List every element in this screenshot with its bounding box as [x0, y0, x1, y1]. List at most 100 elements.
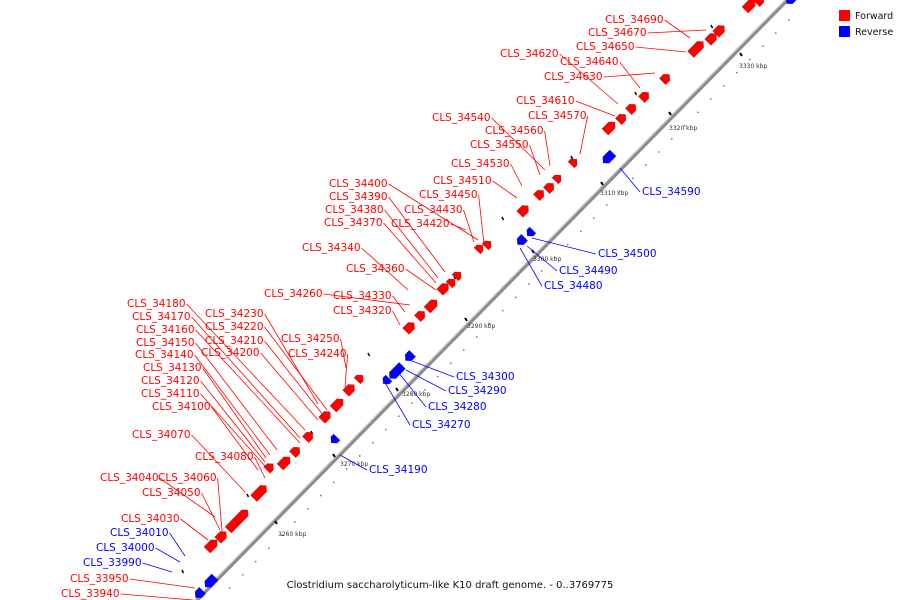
- forward-gene-label: CLS_34210: [205, 335, 264, 347]
- forward-gene-label: CLS_34450: [419, 189, 478, 201]
- forward-gene: [288, 446, 301, 459]
- backbone-tick: [501, 216, 505, 221]
- forward-gene-label-leader: [635, 46, 687, 53]
- forward-gene-label-leader: [217, 477, 223, 532]
- gene-labels: CLS_34690CLS_34670CLS_34650CLS_34640CLS_…: [61, 14, 701, 600]
- reverse-gene: [204, 573, 219, 588]
- major-tick: [739, 52, 743, 57]
- minor-tick: [580, 230, 582, 233]
- minor-tick: [229, 587, 231, 589]
- forward-gene: [624, 103, 637, 116]
- major-tick: [600, 181, 604, 186]
- reverse-gene-label-leader: [619, 167, 641, 193]
- forward-gene-label-leader: [260, 352, 319, 421]
- minor-tick: [749, 58, 751, 61]
- forward-gene: [301, 431, 314, 444]
- reverse-gene: [526, 226, 537, 237]
- minor-tick: [450, 362, 452, 365]
- genome-backbone-highlight: [194, 0, 786, 600]
- map-title: Clostridium saccharolyticum-like K10 dra…: [287, 580, 614, 591]
- forward-gene: [473, 244, 484, 255]
- forward-gene-label: CLS_34610: [516, 95, 575, 107]
- scale-label: 3290 kbp: [467, 323, 495, 330]
- minor-tick: [658, 151, 660, 153]
- reverse-gene-label: CLS_34300: [456, 371, 515, 383]
- forward-gene: [250, 485, 267, 502]
- minor-tick: [606, 204, 608, 206]
- forward-gene-label: CLS_34110: [141, 388, 200, 400]
- forward-gene-label: CLS_34120: [141, 375, 200, 387]
- reverse-gene-label-leader: [142, 562, 173, 573]
- gene-glyphs: [194, 0, 798, 599]
- forward-gene-label: CLS_34640: [560, 56, 619, 68]
- reverse-gene-label-leader: [339, 454, 368, 471]
- forward-gene-label-leader: [200, 393, 266, 467]
- reverse-gene-label: CLS_34010: [110, 527, 169, 539]
- forward-gene-label-leader: [264, 313, 319, 405]
- reverse-gene-label: CLS_34500: [598, 248, 657, 260]
- forward-gene-label: CLS_34060: [158, 472, 217, 484]
- forward-gene-label: CLS_33950: [70, 573, 129, 585]
- forward-gene-label-leader: [191, 434, 246, 493]
- backbone-tick: [634, 91, 638, 96]
- reverse-gene-label: CLS_34480: [544, 280, 603, 292]
- minor-tick: [567, 243, 569, 246]
- scale-label: 3320 kbp: [669, 125, 697, 132]
- minor-tick: [463, 349, 465, 351]
- forward-gene: [741, 0, 756, 14]
- forward-gene: [551, 174, 562, 185]
- forward-gene-label-leader: [264, 340, 328, 421]
- major-tick: [464, 317, 468, 322]
- minor-tick: [411, 402, 413, 404]
- forward-gene-label: CLS_34530: [451, 158, 510, 170]
- forward-gene-label-leader: [575, 100, 616, 117]
- forward-gene-label-leader: [559, 53, 619, 105]
- forward-gene-label-leader: [392, 295, 406, 313]
- minor-tick: [502, 309, 504, 312]
- backbone-tick: [246, 493, 250, 498]
- forward-gene-label-leader: [195, 329, 301, 444]
- forward-gene: [342, 384, 355, 397]
- forward-gene: [614, 113, 627, 126]
- reverse-gene-label-leader: [155, 547, 181, 563]
- forward-gene-label: CLS_34180: [127, 298, 186, 310]
- forward-gene-label: CLS_34370: [324, 217, 383, 229]
- forward-gene-label: CLS_34420: [391, 218, 450, 230]
- forward-gene-label: CLS_34260: [264, 288, 323, 300]
- reverse-gene-label: CLS_34270: [412, 419, 471, 431]
- forward-gene: [413, 310, 426, 323]
- forward-gene-label-leader: [529, 144, 541, 176]
- scale-label: 3270 kbp: [340, 461, 368, 468]
- minor-tick: [320, 494, 322, 497]
- forward-gene: [752, 0, 765, 8]
- forward-gene-label-leader: [544, 130, 551, 167]
- reverse-gene-label: CLS_34290: [448, 385, 507, 397]
- forward-gene-label: CLS_34560: [485, 125, 544, 137]
- forward-gene: [445, 278, 456, 289]
- minor-tick: [619, 190, 621, 193]
- minor-tick: [489, 323, 491, 325]
- reverse-gene: [330, 433, 341, 444]
- forward-gene-label-leader: [195, 342, 278, 451]
- minor-tick: [671, 138, 673, 140]
- forward-gene-label-leader: [340, 338, 347, 369]
- reverse-gene: [194, 586, 207, 599]
- scale-label: 3310 kbp: [600, 190, 628, 197]
- forward-gene-label-leader: [344, 353, 348, 388]
- forward-gene-label-leader: [180, 518, 209, 541]
- minor-tick: [476, 336, 478, 338]
- forward-gene: [436, 283, 449, 296]
- minor-tick: [424, 389, 426, 391]
- major-tick: [332, 453, 336, 458]
- legend-forward-swatch: [839, 10, 850, 21]
- forward-gene-label: CLS_34140: [135, 349, 194, 361]
- minor-tick: [554, 256, 556, 259]
- forward-gene: [567, 158, 578, 169]
- minor-tick: [528, 283, 530, 285]
- forward-gene-label-leader: [450, 223, 467, 231]
- reverse-gene: [602, 149, 617, 164]
- forward-gene-label-leader: [392, 310, 401, 326]
- forward-gene-label: CLS_34390: [329, 191, 388, 203]
- forward-gene-label: CLS_34400: [329, 178, 388, 190]
